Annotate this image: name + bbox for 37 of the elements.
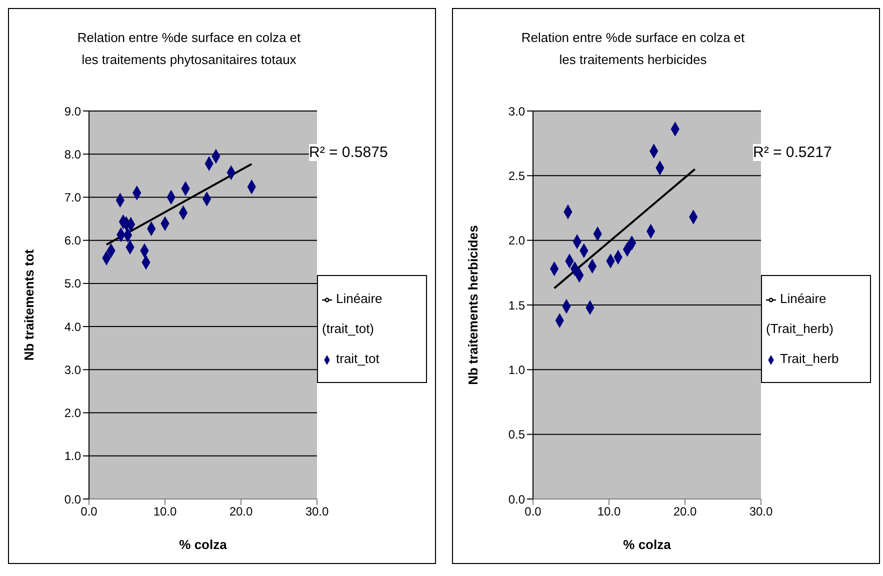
- y-tick-label: 2.0: [64, 406, 82, 420]
- legend-label: trait_tot: [336, 351, 380, 366]
- x-tick-label: 10.0: [153, 504, 177, 519]
- chart-title: Relation entre %de surface en colza et les traitements phytosanitaires totaux: [76, 29, 302, 69]
- legend-label: Linéaire (trait_tot): [322, 291, 382, 336]
- legend-label: Trait_herb: [780, 351, 839, 366]
- x-tick-label: 30.0: [749, 504, 773, 519]
- y-tick-label: 1.0: [508, 362, 526, 377]
- annotation: R² = 0.5875: [309, 144, 388, 161]
- y-tick-label: 9.0: [64, 104, 82, 118]
- y-tick-label: 2.0: [508, 234, 526, 248]
- y-tick-label: 3.0: [64, 362, 82, 377]
- y-tick-label: 0.0: [508, 492, 526, 506]
- y-axis-title: Nb traitements tot: [22, 248, 37, 361]
- y-tick-label: 5.0: [64, 276, 82, 291]
- y-tick-label: 7.0: [64, 190, 82, 204]
- y-tick-label: 1.5: [508, 298, 526, 312]
- y-tick-label: 2.5: [508, 168, 526, 183]
- y-tick-label: 4.0: [64, 320, 82, 334]
- x-tick-label: 0.0: [80, 504, 98, 519]
- y-axis-title: Nb traitements herbicides: [466, 225, 481, 385]
- y-tick-label: 6.0: [64, 234, 82, 248]
- x-tick-label: 20.0: [229, 504, 253, 519]
- y-tick-label: 8.0: [64, 147, 82, 162]
- x-axis-title: % colza: [623, 537, 672, 552]
- x-tick-label: 10.0: [597, 504, 621, 519]
- y-tick-label: 0.5: [508, 428, 526, 442]
- y-tick-label: 1.0: [64, 449, 82, 464]
- x-tick-label: 30.0: [305, 504, 329, 519]
- annotation: R² = 0.5217: [753, 144, 832, 161]
- x-tick-label: 20.0: [673, 504, 697, 519]
- chart-title: Relation entre %de surface en colza et les traitements herbicides: [520, 29, 746, 69]
- x-axis-title: % colza: [179, 537, 228, 552]
- legend-label: Linéaire (Trait_herb): [766, 291, 834, 336]
- y-tick-label: 0.0: [64, 492, 82, 506]
- y-tick-label: 3.0: [508, 104, 526, 118]
- x-tick-label: 0.0: [524, 504, 542, 519]
